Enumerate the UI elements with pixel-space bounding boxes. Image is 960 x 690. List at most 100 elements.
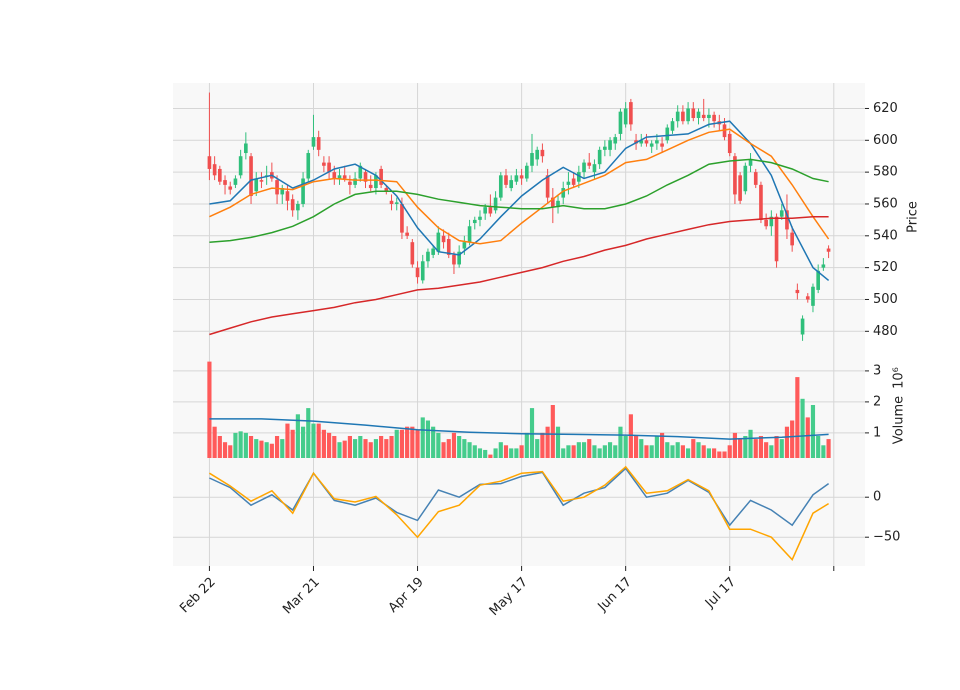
candle-body [223, 180, 227, 185]
volume-bar [602, 445, 607, 458]
oscillator-panel [173, 458, 865, 566]
volume-bar [618, 426, 623, 458]
candle-body [597, 149, 602, 165]
candle-body [524, 165, 529, 179]
candle-body [327, 162, 331, 173]
candle-body [545, 175, 550, 198]
volume-bar [795, 377, 800, 458]
candle-body [426, 251, 430, 262]
y-tick-label: 620 [873, 101, 898, 116]
volume-bar [571, 445, 576, 458]
x-tick-label: Mar 21 [280, 575, 323, 618]
volume-bar [477, 448, 483, 458]
candle-body [821, 264, 826, 268]
candle-body [587, 162, 592, 166]
candle-body [301, 178, 305, 204]
candle-body [733, 156, 737, 195]
volume-bar [248, 435, 254, 458]
candle-body [550, 197, 555, 208]
volume-bar [342, 440, 347, 458]
volume-bar [623, 435, 628, 458]
volume-bar [467, 442, 472, 458]
volume-offset-label: 10⁶ [892, 367, 907, 389]
volume-bar [592, 445, 597, 458]
volume-bar [701, 445, 706, 458]
y-tick-label: 540 [873, 228, 898, 243]
volume-bar [321, 429, 326, 458]
volume-bar [670, 445, 675, 458]
candle-body [457, 251, 461, 265]
candle-body [826, 248, 831, 252]
volume-bar [764, 442, 769, 458]
candle-body [785, 210, 789, 230]
candle-body [244, 143, 248, 154]
volume-bar [243, 432, 248, 458]
volume-bar [405, 426, 410, 458]
candle-body [566, 181, 571, 185]
candle-body [540, 149, 545, 157]
candle-body [779, 210, 784, 217]
candle-body [712, 114, 716, 122]
candle-body [420, 261, 425, 281]
volume-bar [576, 442, 581, 458]
candle-body [519, 175, 524, 179]
volume-bar [207, 361, 212, 458]
volume-bar [769, 445, 774, 458]
line-series [209, 418, 829, 440]
candle-body [681, 111, 685, 122]
candle-body [769, 216, 774, 227]
candle-body [613, 137, 618, 144]
candle-body [639, 140, 644, 144]
candle-body [514, 175, 519, 182]
volume-bar [717, 451, 722, 458]
volume-bar [285, 423, 290, 458]
volume-bar [654, 435, 659, 458]
volume-bar [295, 414, 300, 458]
candle-body [218, 168, 222, 182]
candle-body [316, 137, 321, 150]
volume-bar [222, 442, 228, 458]
candle-body [348, 181, 352, 185]
candle-body [405, 232, 409, 236]
candle-body [498, 175, 503, 198]
volume-bar [509, 448, 514, 458]
candle-body [389, 200, 394, 204]
volume-bar [379, 435, 384, 458]
volume-bar [238, 431, 243, 458]
candle-body [649, 143, 654, 147]
candle-body [675, 111, 680, 122]
candle-body [462, 242, 467, 249]
candle-body [790, 232, 794, 246]
volume-bar [758, 435, 764, 458]
volume-bar [451, 432, 457, 458]
y-tick-label: 2 [873, 394, 881, 409]
candle-body [363, 172, 368, 182]
y-tick-label: 1 [873, 425, 881, 440]
volume-bar [503, 445, 509, 458]
volume-bar [587, 439, 592, 458]
candle-body [311, 137, 316, 147]
candle-body [655, 140, 659, 144]
candle-body [296, 203, 300, 211]
volume-bar [748, 429, 753, 458]
volume-bar [472, 445, 477, 458]
line-series [209, 120, 830, 281]
volume-bar [660, 432, 665, 458]
candle-body [764, 219, 768, 227]
candle-body [556, 200, 560, 208]
volume-bar [639, 439, 644, 458]
candle-body [795, 289, 800, 294]
volume-bar [347, 435, 352, 458]
candle-body [665, 127, 670, 141]
volume-bar [337, 442, 342, 458]
volume-bar [826, 439, 831, 458]
volume-bar [566, 445, 571, 458]
candle-body [467, 226, 472, 243]
volume-bar [665, 442, 670, 458]
candle-body [504, 175, 508, 185]
candle-body [415, 267, 420, 278]
volume-bar [810, 405, 816, 458]
volume-bar [425, 420, 431, 458]
volume-bar [446, 439, 451, 458]
